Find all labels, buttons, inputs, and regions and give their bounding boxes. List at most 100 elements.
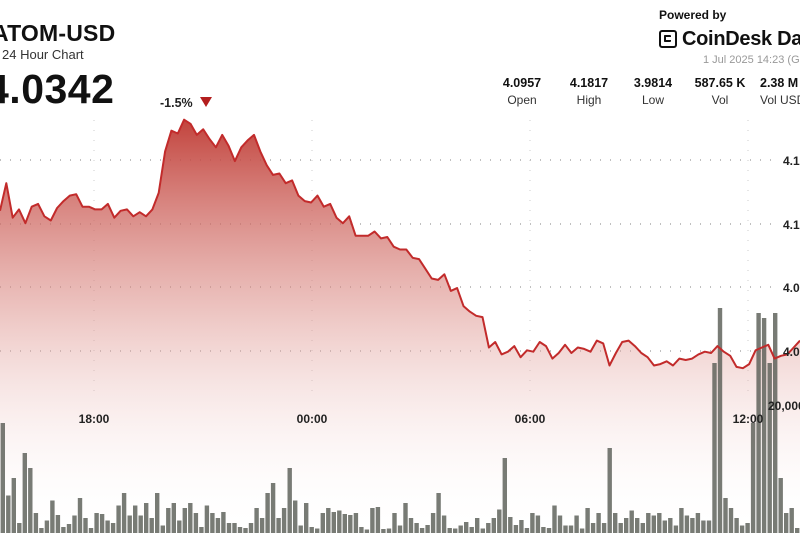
volume-bar [39, 528, 44, 533]
volume-bar [773, 313, 778, 533]
price-area-fill [0, 119, 800, 533]
volume-bar [138, 515, 143, 533]
volume-bar [502, 458, 507, 533]
volume-bar [784, 513, 789, 533]
volume-bar [127, 515, 132, 533]
volume-bar [579, 528, 585, 533]
current-price: 4.0342 [0, 66, 115, 112]
volume-bar [298, 525, 303, 533]
volume-bar [270, 483, 276, 533]
volume-bar [309, 527, 314, 533]
volume-bar [618, 523, 623, 533]
volume-bar [734, 518, 739, 533]
volume-bar [320, 513, 325, 533]
volume-bar [133, 505, 138, 533]
stat-low: 3.9814 Low [626, 76, 680, 107]
stat-volume: 587.65 K Vol [686, 76, 754, 107]
stat-label: Vol [711, 93, 729, 107]
volume-bar [480, 528, 485, 533]
timestamp: 1 Jul 2025 14:23 (GMT) [703, 54, 800, 66]
volume-bar [596, 513, 601, 533]
volume-bar [331, 512, 336, 533]
volume-bar [524, 528, 530, 533]
volume-bar [6, 495, 11, 533]
volume-bar [72, 515, 77, 533]
volume-bar [717, 308, 723, 533]
volume-bar [171, 503, 176, 533]
volume-bar [276, 518, 281, 533]
coindesk-logo-icon [659, 30, 677, 48]
stat-value: 4.0957 [502, 76, 542, 90]
volume-bar [491, 518, 496, 533]
volume-bar [353, 513, 359, 533]
volume-bar [464, 522, 469, 533]
volume-bar [723, 498, 728, 533]
volume-bar [116, 505, 121, 533]
volume-bar [61, 527, 66, 533]
volume-bar [508, 517, 513, 533]
y-tick-label: 4.10 [783, 218, 800, 232]
stat-label: Low [641, 93, 664, 107]
stat-label: High [576, 93, 602, 107]
volume-bar [657, 513, 662, 533]
volume-bar [441, 515, 447, 533]
volume-bar [337, 510, 342, 533]
volume-bar [646, 513, 651, 533]
volume-bar [651, 515, 656, 533]
volume-bar [221, 512, 226, 533]
volume-bar [447, 528, 452, 533]
volume-bar [304, 503, 309, 533]
volume-bar [315, 528, 320, 533]
volume-bar [88, 528, 94, 533]
volume-bar [199, 527, 204, 533]
volume-bar [530, 513, 535, 533]
volume-bar [386, 528, 392, 533]
stat-open: 4.0957 Open [495, 76, 549, 107]
volume-bar [243, 528, 248, 533]
volume-bar [739, 525, 745, 533]
volume-bar [204, 505, 210, 533]
volume-bar [795, 528, 800, 533]
volume-bar [613, 513, 618, 533]
volume-bar [430, 513, 436, 533]
stat-high: 4.1817 High [562, 76, 616, 107]
volume-bar [419, 528, 425, 533]
volume-bar [375, 507, 381, 533]
volume-bar [392, 513, 397, 533]
y-axis: 4.15 4.10 4.05 4.00 [783, 154, 800, 359]
volume-bar [281, 508, 287, 533]
volume-bar [607, 448, 612, 533]
volume-bar [105, 520, 110, 533]
volume-bars [0, 308, 800, 533]
volume-bar [248, 523, 254, 533]
volume-bar [83, 518, 88, 533]
x-axis: 18:00 00:00 06:00 12:00 [79, 412, 764, 426]
volume-bar [574, 515, 579, 533]
volume-bar [673, 525, 679, 533]
volume-bar [601, 523, 607, 533]
stat-label: Vol USD [760, 93, 800, 107]
volume-bar [513, 525, 519, 533]
x-tick-label: 06:00 [515, 412, 546, 426]
y-tick-label: 4.15 [783, 154, 800, 168]
volume-bar [414, 523, 419, 533]
volume-bar [778, 478, 783, 533]
volume-bar [160, 525, 165, 533]
volume-bar [370, 508, 375, 533]
volume-bar [44, 520, 50, 533]
volume-bar [679, 508, 684, 533]
volume-bar [155, 493, 160, 533]
volume-bar [535, 515, 541, 533]
brand-logo[interactable]: CoinDesk Data [659, 27, 800, 51]
volume-bar [557, 515, 563, 533]
volume-bar [453, 528, 458, 533]
volume-bar [397, 525, 403, 533]
volume-bar [624, 518, 629, 533]
volume-bar [188, 503, 193, 533]
volume-bar [215, 518, 221, 533]
stat-value: 2.38 M [760, 76, 799, 90]
volume-bar [348, 515, 353, 533]
volume-bar [695, 513, 701, 533]
down-arrow-icon [200, 97, 212, 107]
volume-bar [552, 505, 557, 533]
